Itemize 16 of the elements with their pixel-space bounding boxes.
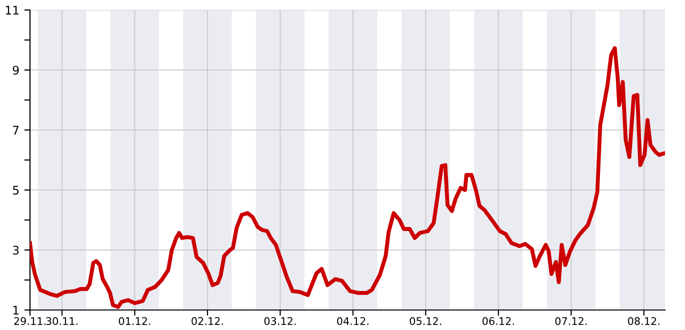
x-tick-label: 29.11. [14,317,46,326]
y-tick-label: 7 [13,126,19,134]
y-tick-label: 5 [12,186,19,195]
x-tick-label: 02.12. [192,317,223,326]
x-tick-label: 05.12. [410,317,442,326]
x-tick-label: 03.12. [264,317,296,326]
y-tick-label: 11 [6,6,18,14]
x-tick-label: 30.11. [46,317,78,326]
y-tick-label: 9 [12,66,19,75]
y-tick-label: 3 [12,246,19,255]
x-tick-label: 04.12. [337,317,368,326]
x-tick-label: 07.12. [555,317,587,326]
x-tick-label: 06.12. [482,317,514,326]
x-tick-label: 01.12. [118,317,150,326]
x-tick-label: 08.12. [628,317,660,326]
y-tick-label: 1 [13,306,18,314]
